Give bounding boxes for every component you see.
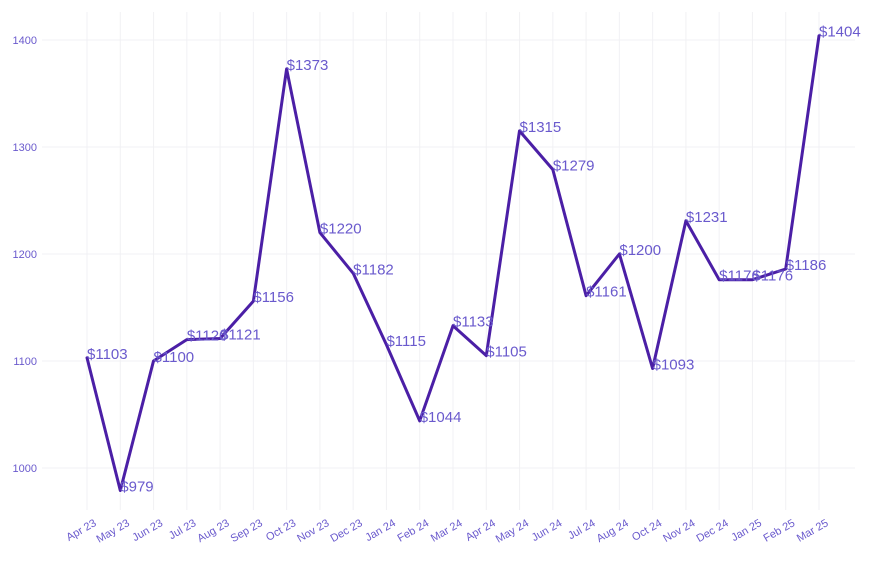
x-tick-label: Jun 24 (530, 517, 565, 544)
data-label: $1156 (253, 289, 294, 306)
data-labels: $1103 $979 $1100 $1120$1121 $1156 $1373 $1220 $… (87, 24, 861, 496)
data-label: $1105 (486, 344, 527, 361)
x-tick-label: May 23 (95, 517, 132, 545)
x-tick-label: Aug 23 (195, 517, 231, 545)
y-axis: 1000 1100 1200 1300 1400 (13, 35, 37, 475)
y-tick-label: 1200 (13, 249, 37, 261)
x-tick-label: Mar 25 (795, 517, 831, 545)
x-tick-label: Apr 24 (464, 517, 498, 544)
data-label: $1176 (719, 268, 760, 285)
data-label: $1373 (287, 57, 329, 74)
y-tick-label: 1400 (13, 35, 37, 47)
x-tick-label: Jan 25 (729, 517, 764, 544)
x-tick-label: Jul 23 (167, 517, 198, 542)
data-label: $1161 (586, 284, 627, 301)
x-tick-label: Mar 24 (429, 517, 465, 545)
x-tick-label: Feb 24 (396, 517, 432, 545)
x-tick-label: Nov 23 (295, 517, 331, 545)
data-label: $1231 (686, 209, 728, 226)
x-tick-label: Nov 24 (661, 517, 697, 545)
x-tick-label: Jul 24 (566, 517, 597, 542)
y-tick-label: 1000 (13, 463, 37, 475)
x-tick-label: Jun 23 (130, 517, 165, 544)
data-label: $1176 (752, 268, 793, 285)
data-label: $1186 (786, 257, 827, 274)
y-tick-label: 1100 (13, 356, 37, 368)
x-tick-label: Oct 23 (264, 517, 298, 544)
y-tick-label: 1300 (13, 142, 37, 154)
data-label: $1120 (187, 328, 228, 345)
data-label: $1115 (386, 333, 426, 350)
data-label: $1220 (320, 221, 362, 238)
data-label: $1121 (220, 327, 261, 344)
data-label: $1200 (619, 242, 661, 259)
series-line (85, 34, 821, 492)
data-label: $1315 (520, 119, 562, 136)
data-label: $1103 (87, 346, 128, 363)
data-label: $1093 (653, 356, 695, 373)
x-tick-label: May 24 (494, 517, 531, 545)
data-label: $1182 (353, 261, 394, 278)
x-tick-label: Oct 24 (630, 517, 664, 544)
x-tick-label: Sep 23 (229, 517, 265, 545)
data-label: $1279 (553, 157, 595, 174)
data-label: $1404 (819, 24, 861, 41)
data-label: $1100 (154, 349, 195, 366)
data-label: $1044 (420, 409, 462, 426)
x-tick-label: Aug 24 (595, 517, 631, 545)
x-tick-label: Dec 24 (694, 517, 730, 545)
x-tick-label: Apr 23 (64, 517, 98, 544)
x-tick-label: Dec 23 (328, 517, 364, 545)
grid (42, 12, 855, 510)
x-tick-label: Feb 25 (762, 517, 798, 545)
data-label: $979 (120, 478, 153, 495)
series (85, 34, 821, 492)
x-tick-label: Jan 24 (363, 517, 398, 544)
data-label: $1133 (453, 314, 494, 331)
